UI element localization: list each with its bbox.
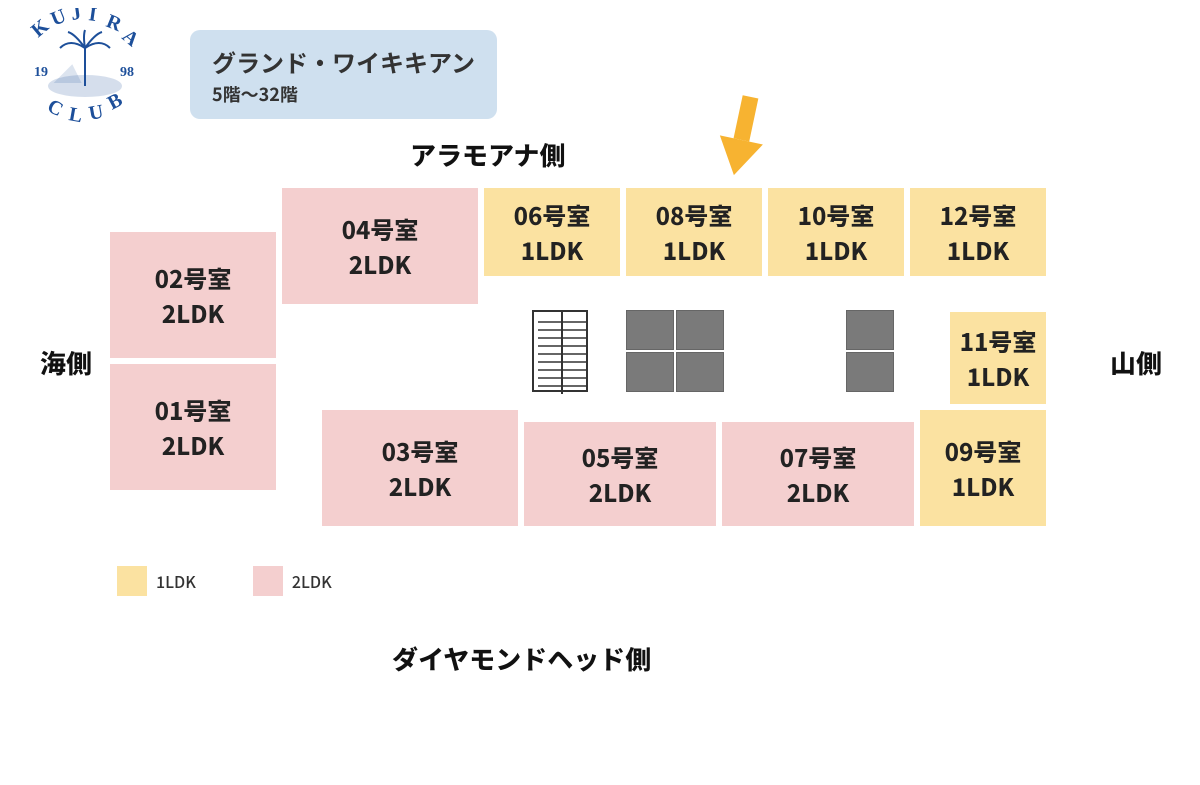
svg-text:R: R — [103, 10, 125, 36]
room-11-type: 1LDK — [967, 360, 1030, 391]
room-11-label: 11号室 — [960, 325, 1037, 356]
room-04-label: 04号室 — [342, 213, 419, 244]
elevator-block — [676, 310, 724, 350]
room-01: 01号室 2LDK — [108, 362, 278, 492]
room-11: 11号室 1LDK — [948, 310, 1048, 406]
room-10: 10号室 1LDK — [766, 186, 906, 278]
svg-text:J: J — [70, 8, 83, 25]
room-07-type: 2LDK — [787, 476, 850, 507]
room-06-type: 1LDK — [521, 234, 584, 265]
room-05-type: 2LDK — [589, 476, 652, 507]
room-03-type: 2LDK — [389, 470, 452, 501]
room-05: 05号室 2LDK — [522, 420, 718, 528]
room-02-type: 2LDK — [162, 297, 225, 328]
room-10-type: 1LDK — [805, 234, 868, 265]
room-01-label: 01号室 — [155, 394, 232, 425]
svg-text:U: U — [87, 101, 105, 125]
svg-text:U: U — [48, 8, 70, 31]
room-04: 04号室 2LDK — [280, 186, 480, 306]
title-main: グランド・ワイキキアン — [212, 44, 475, 79]
elevator-block — [676, 352, 724, 392]
room-03: 03号室 2LDK — [320, 408, 520, 528]
room-12: 12号室 1LDK — [908, 186, 1048, 278]
legend-label-1ldk: 1LDK — [156, 569, 196, 593]
room-08-type: 1LDK — [663, 234, 726, 265]
kujira-club-logo: K U J I R A 19 98 C — [20, 8, 150, 128]
elevator-block — [626, 352, 674, 392]
elevator-block — [846, 352, 894, 392]
logo-year-right: 98 — [120, 65, 134, 80]
room-10-label: 10号室 — [798, 199, 875, 230]
room-09-type: 1LDK — [952, 470, 1015, 501]
direction-top: アラモアナ側 — [410, 136, 565, 173]
room-08-label: 08号室 — [656, 199, 733, 230]
title-sub: 5階〜32階 — [212, 81, 475, 107]
room-02: 02号室 2LDK — [108, 230, 278, 360]
svg-text:K: K — [27, 15, 53, 42]
legend-swatch-2ldk — [252, 565, 284, 597]
svg-text:L: L — [67, 103, 84, 127]
room-12-label: 12号室 — [940, 199, 1017, 230]
room-04-type: 2LDK — [349, 248, 412, 279]
title-card: グランド・ワイキキアン 5階〜32階 — [190, 30, 497, 119]
room-02-label: 02号室 — [155, 262, 232, 293]
room-07: 07号室 2LDK — [720, 420, 916, 528]
svg-text:C: C — [44, 95, 67, 121]
legend-label-2ldk: 2LDK — [292, 569, 332, 593]
svg-text:B: B — [104, 89, 126, 115]
legend-swatch-1ldk — [116, 565, 148, 597]
highlight-arrow-icon — [712, 92, 772, 182]
legend: 1LDK 2LDK — [116, 564, 332, 598]
room-03-label: 03号室 — [382, 435, 459, 466]
svg-text:I: I — [87, 8, 98, 26]
direction-left: 海側 — [40, 344, 92, 381]
room-06: 06号室 1LDK — [482, 186, 622, 278]
direction-bottom: ダイヤモンドヘッド側 — [392, 640, 651, 677]
room-08: 08号室 1LDK — [624, 186, 764, 278]
room-09-label: 09号室 — [945, 435, 1022, 466]
room-07-label: 07号室 — [780, 441, 857, 472]
room-01-type: 2LDK — [162, 429, 225, 460]
room-09: 09号室 1LDK — [918, 408, 1048, 528]
elevator-block — [626, 310, 674, 350]
room-05-label: 05号室 — [582, 441, 659, 472]
stairwell-icon — [532, 310, 588, 392]
svg-text:A: A — [118, 25, 144, 51]
elevator-block — [846, 310, 894, 350]
logo-year-left: 19 — [34, 65, 48, 80]
direction-right: 山側 — [1110, 344, 1162, 381]
room-06-label: 06号室 — [514, 199, 591, 230]
room-12-type: 1LDK — [947, 234, 1010, 265]
floorplan-stage: K U J I R A 19 98 C — [0, 0, 1200, 785]
